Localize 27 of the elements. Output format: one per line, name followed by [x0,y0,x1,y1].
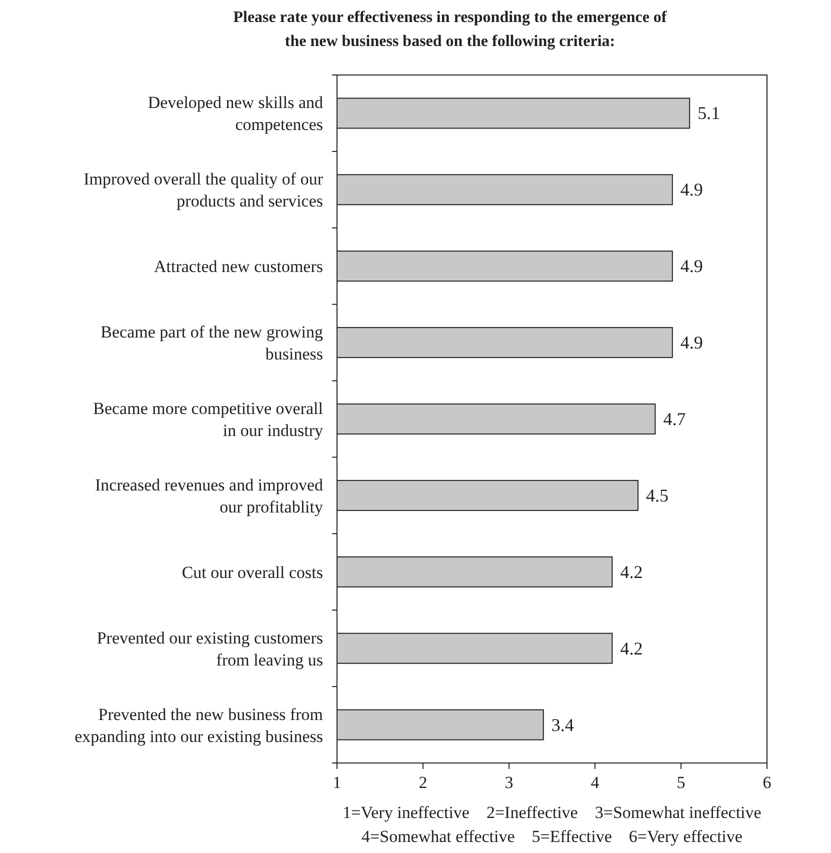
y-tick-label: Cut our overall costs [182,562,323,582]
text: 1=Very ineffective 2=Ineffective 3=Somewhat ineffective [342,803,762,822]
data-label: 4.9 [680,180,703,200]
data-label: 4.5 [646,485,668,506]
chart-title: Please rate your effectiveness in responding to the emergence of the new business based on the following criteria: [233,9,668,50]
x-tick-label: 5 [676,773,686,792]
x-tick-label: 4 [590,773,600,792]
y-tick-label: Increased revenues and improved our profitablity [95,475,324,516]
data-label: 3.4 [551,714,574,735]
y-tick-label: Improved overall the quality of our products and services [84,170,324,211]
y-tick-label: Developed new skills and competences [148,93,324,134]
x-tick-label: 3 [504,773,514,792]
x-tick-label: 6 [762,773,772,792]
y-tick-label: Became more competitive overall in our industry [93,399,324,440]
data-label: 4.9 [680,256,703,276]
data-label: 4.9 [680,332,703,353]
y-tick-label: Attracted new customers [154,257,323,276]
y-tick-label: Prevented our existing customers from leaving us [96,628,323,670]
y-tick-label: Became part of the new growing business [100,322,324,364]
data-label: 4.2 [620,638,643,658]
x-tick-label: 2 [418,773,428,792]
data-label: 5.1 [698,103,720,124]
data-label: 4.2 [620,562,643,582]
x-tick-label: 1 [332,773,342,792]
text: 4=Somewhat effective 5=Effective 6=Very effective [362,827,742,846]
y-tick-label: Prevented the new business from expanding into our existing business [74,704,323,746]
data-label: 4.7 [663,409,686,429]
